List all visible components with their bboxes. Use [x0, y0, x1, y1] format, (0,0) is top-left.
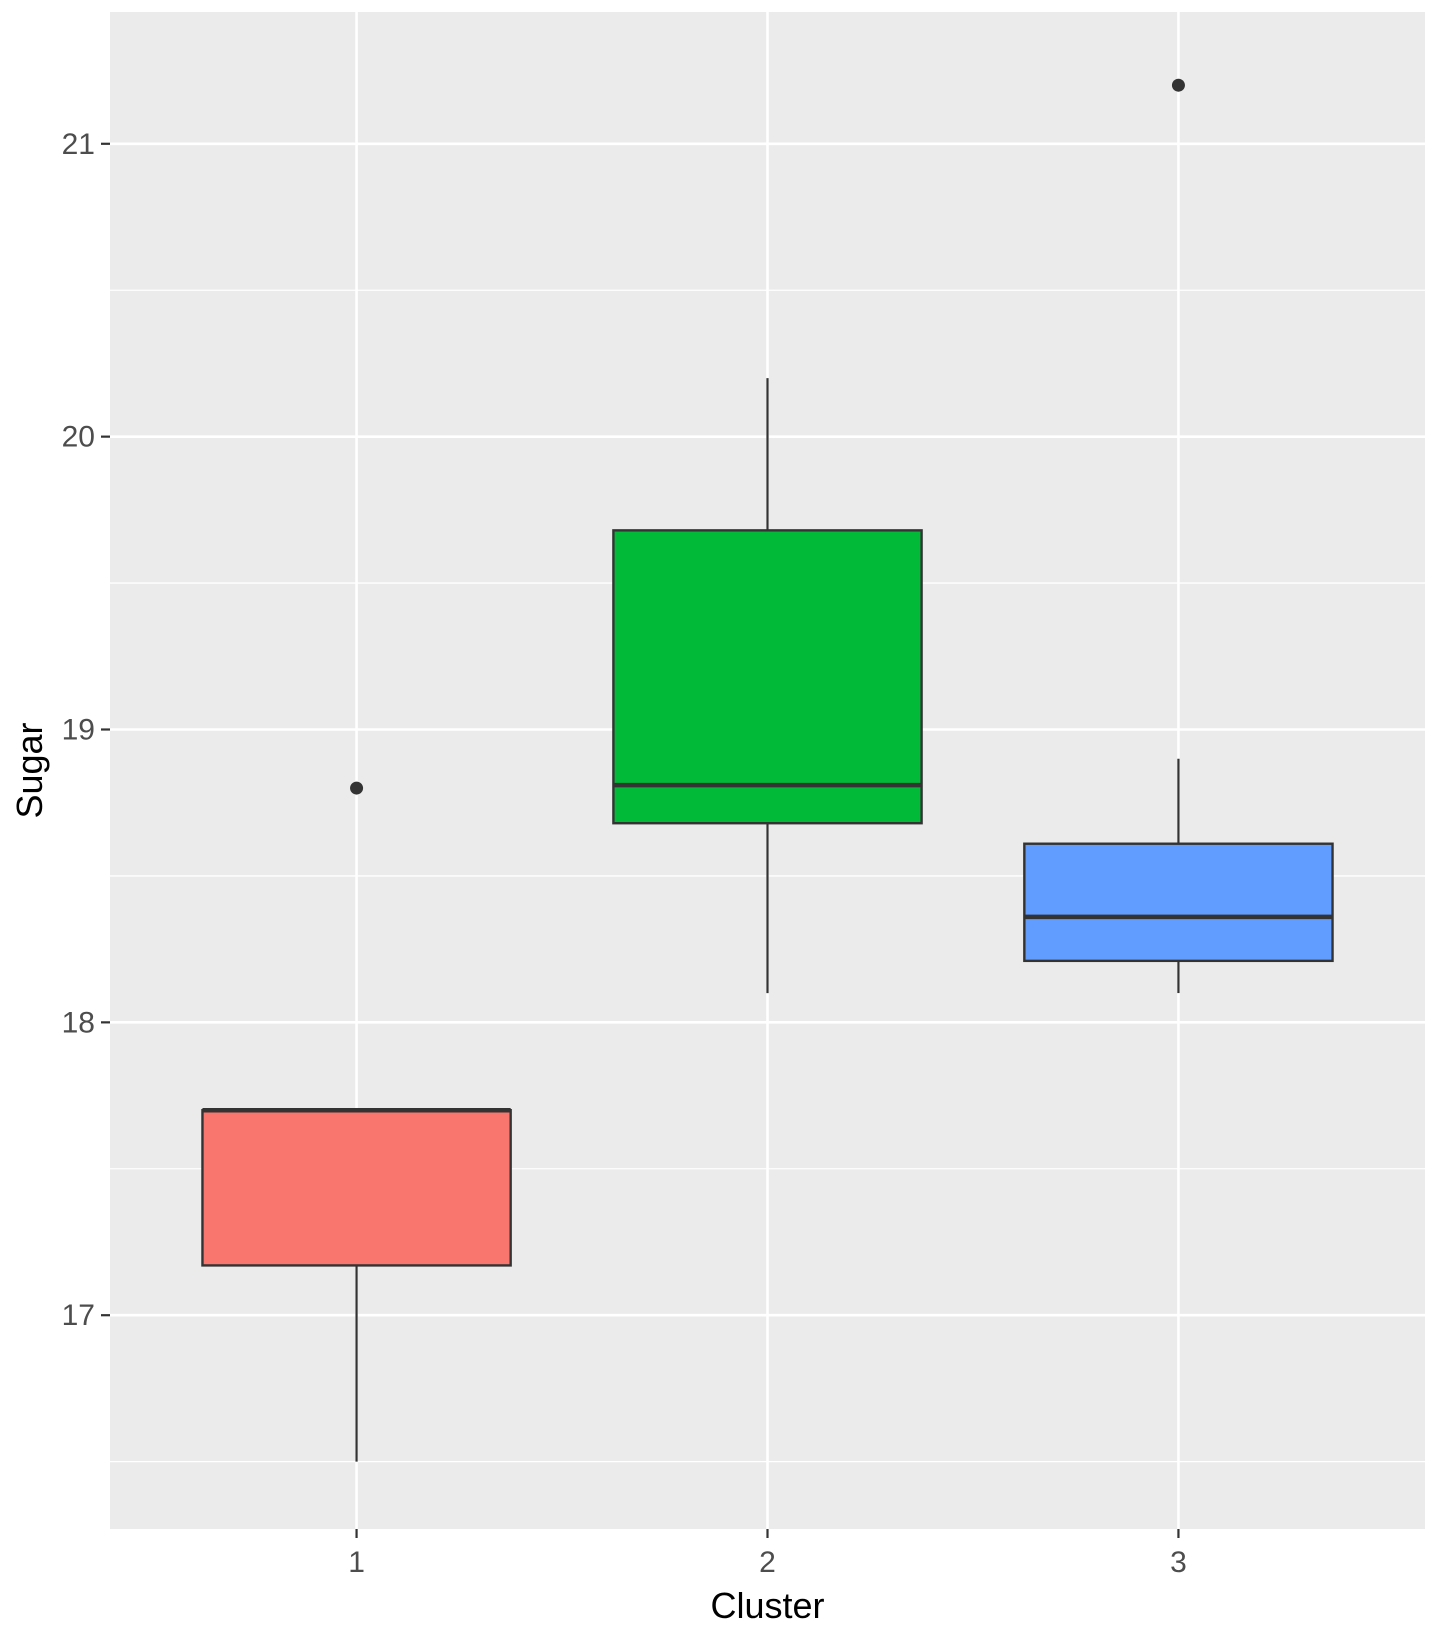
- y-axis: 17 18 19 20 21: [62, 128, 110, 1332]
- box-series: [201, 78, 1334, 1462]
- x-tick-label: 1: [348, 1546, 365, 1579]
- box-body: [1023, 842, 1334, 963]
- y-tick-label: 17: [62, 1299, 95, 1332]
- y-tick-label: 18: [62, 1006, 95, 1039]
- x-tick-label: 2: [759, 1546, 776, 1579]
- x-tick-label: 3: [1170, 1546, 1187, 1579]
- box-2: [612, 378, 923, 994]
- outlier-point: [350, 781, 364, 795]
- box-body: [201, 1109, 512, 1267]
- y-tick-label: 19: [62, 714, 95, 747]
- y-tick-label: 20: [62, 421, 95, 454]
- y-axis-title: Sugar: [9, 722, 50, 818]
- box-body: [612, 529, 923, 825]
- box-1: [201, 781, 512, 1462]
- y-tick-label: 21: [62, 128, 95, 161]
- box-3: [1023, 78, 1334, 994]
- x-axis-title: Cluster: [710, 1585, 824, 1626]
- x-axis: 1 2 3: [348, 1529, 1187, 1579]
- outlier-point: [1171, 78, 1185, 92]
